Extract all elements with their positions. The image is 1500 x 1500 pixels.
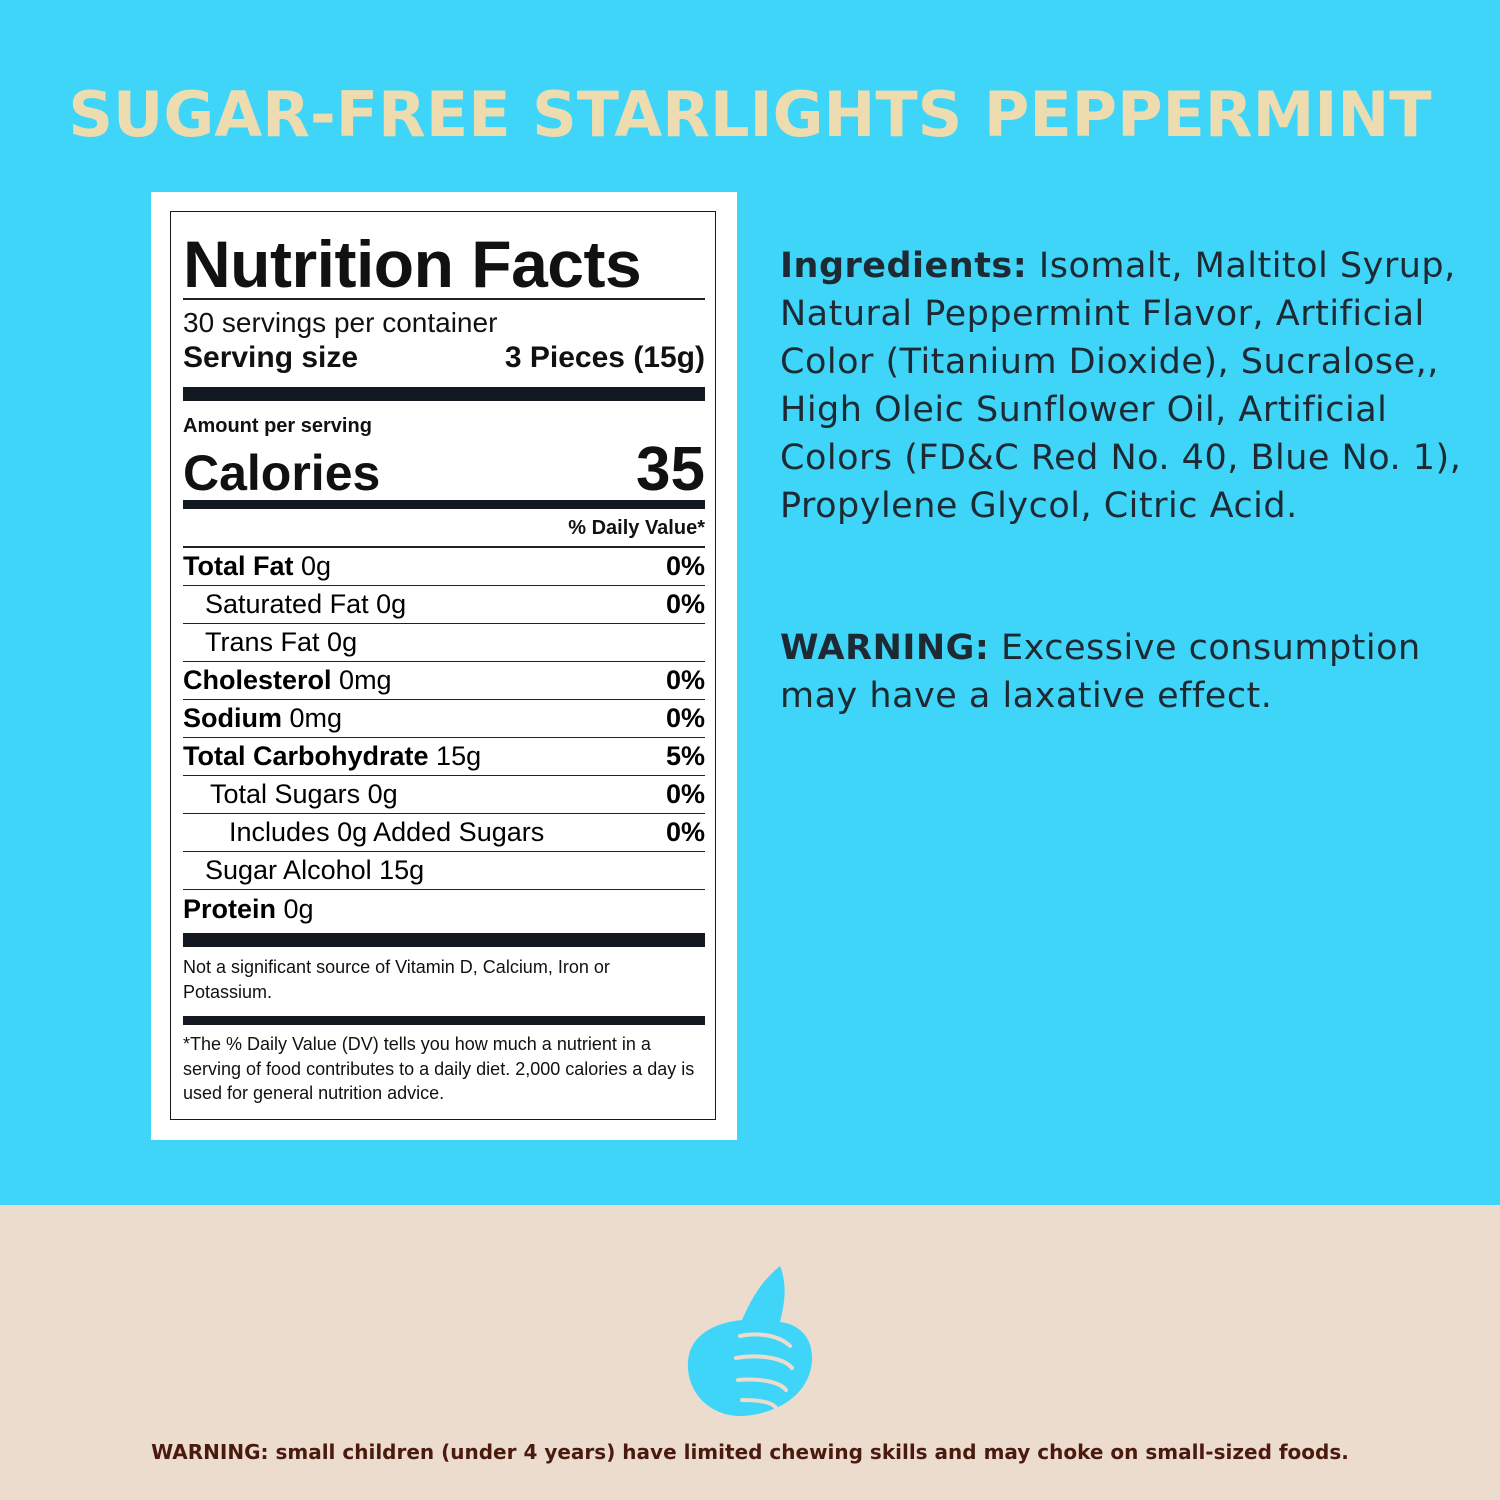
servings: 30 servings per container <box>183 307 498 338</box>
serving-size-label: Serving size <box>183 341 359 374</box>
dv-header: % Daily Value* <box>568 517 705 539</box>
nutrition-footnote: *The % Daily Value (DV) tells you how mu… <box>183 1034 695 1103</box>
nutrient-name: Cholesterol <box>183 665 332 695</box>
warning-text: Excessive consumption may have a laxativ… <box>780 628 1421 716</box>
thick-bar <box>183 387 705 401</box>
ingredients: Ingredients: Isomalt, Maltitol Syrup, Na… <box>780 242 1470 530</box>
nutrient-row: Protein 0g <box>183 890 705 928</box>
nutrient-dv: 0% <box>665 817 705 847</box>
choking-warning: WARNING: small children (under 4 years) … <box>151 1440 1349 1464</box>
product-title: SUGAR-FREE STARLIGHTS PEPPERMINT <box>68 78 1432 151</box>
nutrient-name: Includes 0g Added Sugars <box>229 817 545 847</box>
nutrient-amount: 0mg <box>339 665 392 695</box>
nutrient-dv: 0% <box>665 665 705 695</box>
nutrient-amount: 0g <box>327 627 358 657</box>
nutrient-amount: 0g <box>283 893 314 924</box>
nutrient-amount: 15g <box>379 855 425 885</box>
nutrient-row: Total Carbohydrate 15g 5% <box>183 738 705 776</box>
nutrient-name: Sodium <box>183 703 282 733</box>
nutrient-amount: 0g <box>301 551 332 581</box>
nutrient-row: Total Sugars 0g 0% <box>183 776 705 814</box>
thick-bar <box>183 1016 705 1025</box>
nutrition-heading: Nutrition Facts <box>183 227 642 301</box>
serving-size: 3 Pieces (15g) <box>504 341 705 374</box>
nutrient-name: Trans Fat <box>205 627 320 657</box>
nutrient-name: Sugar Alcohol <box>205 855 372 885</box>
nutrient-row: Cholesterol 0mg 0% <box>183 662 705 700</box>
nutrient-name: Saturated Fat <box>205 589 369 619</box>
nutrient-row: Saturated Fat 0g 0% <box>183 586 705 624</box>
laxative-warning: WARNING: Excessive consumption may have … <box>780 624 1470 720</box>
calories: 35 <box>636 435 705 504</box>
nutrient-amount: 0mg <box>289 703 343 733</box>
nutrient-name: Total Carbohydrate <box>183 741 429 771</box>
thick-bar <box>183 500 705 509</box>
nutrient-dv: 0% <box>665 589 705 619</box>
nutrient-name: Total Fat <box>183 551 294 581</box>
panel-border <box>170 211 716 1120</box>
nutrient-row: Sugar Alcohol 15g <box>183 852 705 890</box>
nutrient-row: Sodium 0mg 0% <box>183 700 705 738</box>
nutrient-amount: 0g <box>376 589 407 619</box>
thick-bar <box>183 933 705 947</box>
ingredients-label: Ingredients: <box>780 246 1028 286</box>
warning-label: WARNING: <box>780 628 990 668</box>
divider <box>183 546 705 548</box>
nutrient-row: Includes 0g Added Sugars 0% <box>183 814 705 852</box>
calories-row: Calories 35 <box>183 434 705 505</box>
nutrition-note: Not a significant source of Vitamin D, C… <box>183 957 610 1002</box>
thumbs-up-icon <box>687 1266 812 1417</box>
nutrient-dv: 0% <box>665 779 705 809</box>
serving-size-row: Serving size 3 Pieces (15g) <box>183 341 705 375</box>
nutrient-dv: 0% <box>665 703 705 733</box>
nutrient-name: Protein <box>183 893 277 924</box>
amount-per-serving: Amount per serving <box>183 415 372 437</box>
ingredients-text: Isomalt, Maltitol Syrup, Natural Pepperm… <box>780 246 1462 526</box>
nutrient-row: Total Fat 0g 0% <box>183 548 705 586</box>
calories-label: Calories <box>183 445 381 501</box>
nutrient-dv: 0% <box>665 551 705 581</box>
nutrient-amount: 0g <box>367 779 398 809</box>
nutrition-panel: Nutrition Facts 30 servings per containe… <box>151 192 737 1140</box>
nutrient-amount: 15g <box>436 741 482 771</box>
nutrient-dv: 5% <box>665 741 705 771</box>
nutrient-row: Trans Fat 0g <box>183 624 705 662</box>
nutrient-name: Total Sugars <box>210 779 361 809</box>
divider <box>183 298 705 300</box>
